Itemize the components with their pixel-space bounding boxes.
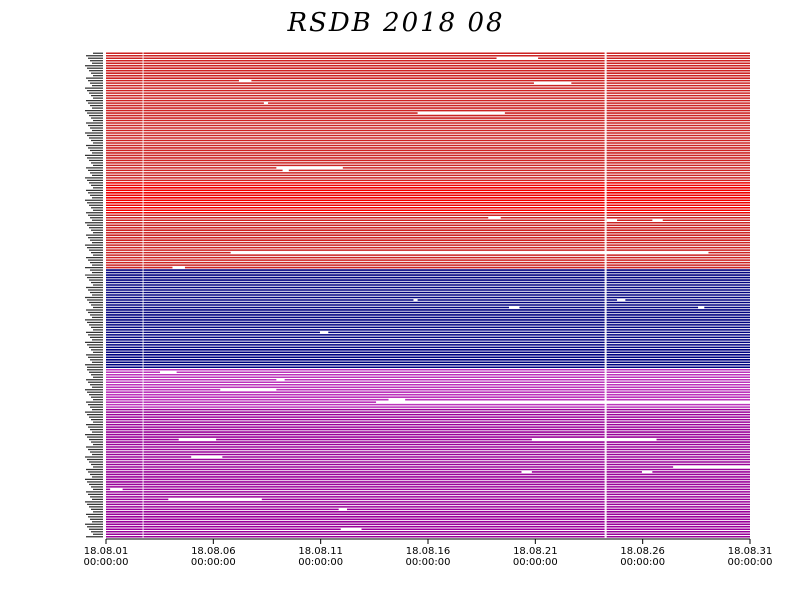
x-tick-date-0: 18.08.01 bbox=[84, 546, 129, 557]
chart-title: RSDB 2018 08 bbox=[287, 8, 505, 38]
x-axis: 18.08.0100:00:0018.08.0600:00:0018.08.11… bbox=[84, 538, 773, 568]
station-rows bbox=[106, 52, 750, 538]
data-gaps bbox=[110, 52, 750, 538]
x-tick-time-6: 00:00:00 bbox=[728, 557, 773, 568]
x-tick-time-1: 00:00:00 bbox=[191, 557, 236, 568]
x-tick-date-6: 18.08.31 bbox=[728, 546, 773, 557]
x-tick-time-2: 00:00:00 bbox=[298, 557, 343, 568]
common-gap-1 bbox=[604, 52, 607, 538]
x-tick-time-0: 00:00:00 bbox=[84, 557, 129, 568]
x-tick-date-3: 18.08.16 bbox=[406, 546, 451, 557]
x-tick-date-2: 18.08.11 bbox=[298, 546, 343, 557]
x-tick-time-3: 00:00:00 bbox=[406, 557, 451, 568]
x-tick-date-1: 18.08.06 bbox=[191, 546, 236, 557]
x-tick-time-4: 00:00:00 bbox=[513, 557, 558, 568]
x-tick-time-5: 00:00:00 bbox=[620, 557, 665, 568]
x-tick-date-5: 18.08.26 bbox=[620, 546, 665, 557]
x-tick-date-4: 18.08.21 bbox=[513, 546, 558, 557]
common-gap-0 bbox=[142, 52, 144, 538]
station-label-column bbox=[85, 52, 103, 538]
